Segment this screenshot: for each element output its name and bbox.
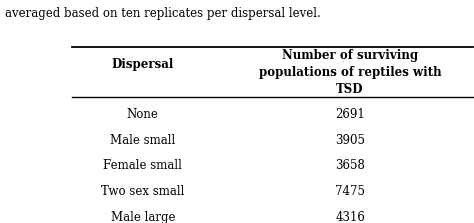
Text: Male small: Male small [110, 134, 175, 147]
Text: averaged based on ten replicates per dispersal level.: averaged based on ten replicates per dis… [5, 7, 320, 20]
Text: Female small: Female small [103, 159, 182, 173]
Text: Two sex small: Two sex small [101, 185, 184, 198]
Text: Dispersal: Dispersal [112, 58, 174, 71]
Text: Male large: Male large [110, 211, 175, 223]
Text: 4316: 4316 [335, 211, 365, 223]
Text: None: None [127, 108, 159, 121]
Text: Number of surviving
populations of reptiles with
TSD: Number of surviving populations of repti… [259, 49, 441, 96]
Text: 2691: 2691 [335, 108, 365, 121]
Text: 7475: 7475 [335, 185, 365, 198]
Text: 3905: 3905 [335, 134, 365, 147]
Text: 3658: 3658 [335, 159, 365, 173]
